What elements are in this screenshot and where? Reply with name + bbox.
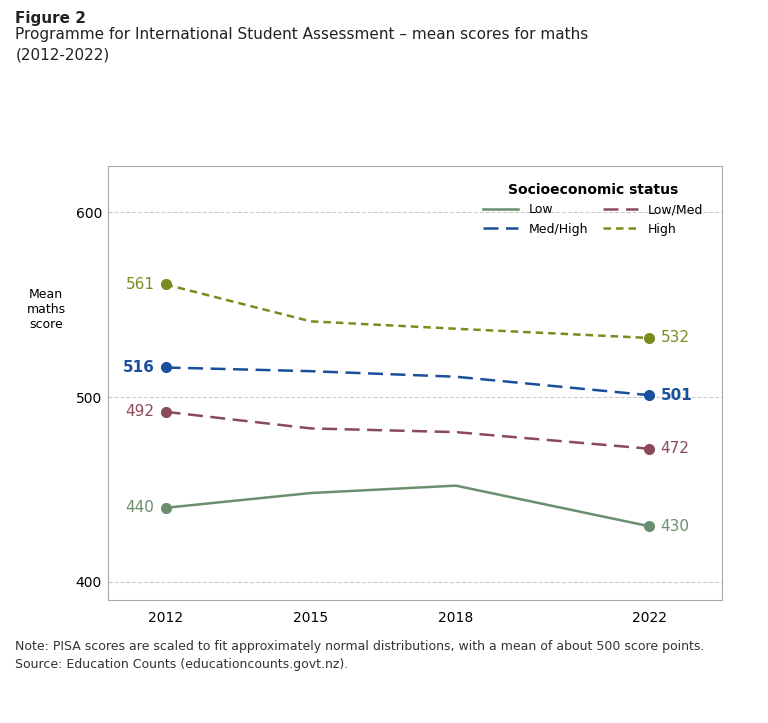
Text: 472: 472: [660, 441, 690, 456]
Text: 440: 440: [126, 500, 154, 515]
Legend: Low, Med/High, Low/Med, High: Low, Med/High, Low/Med, High: [477, 177, 710, 242]
Text: 492: 492: [125, 404, 154, 419]
Text: Note: PISA scores are scaled to fit approximately normal distributions, with a m: Note: PISA scores are scaled to fit appr…: [15, 640, 705, 671]
Text: 516: 516: [123, 360, 154, 375]
Text: 532: 532: [660, 330, 690, 346]
Text: 430: 430: [660, 518, 690, 534]
Text: 501: 501: [660, 388, 692, 403]
Text: 561: 561: [125, 277, 154, 292]
Text: Programme for International Student Assessment – mean scores for maths
(2012-202: Programme for International Student Asse…: [15, 27, 588, 63]
Text: Mean
maths
score: Mean maths score: [27, 288, 65, 330]
Text: Figure 2: Figure 2: [15, 11, 86, 26]
